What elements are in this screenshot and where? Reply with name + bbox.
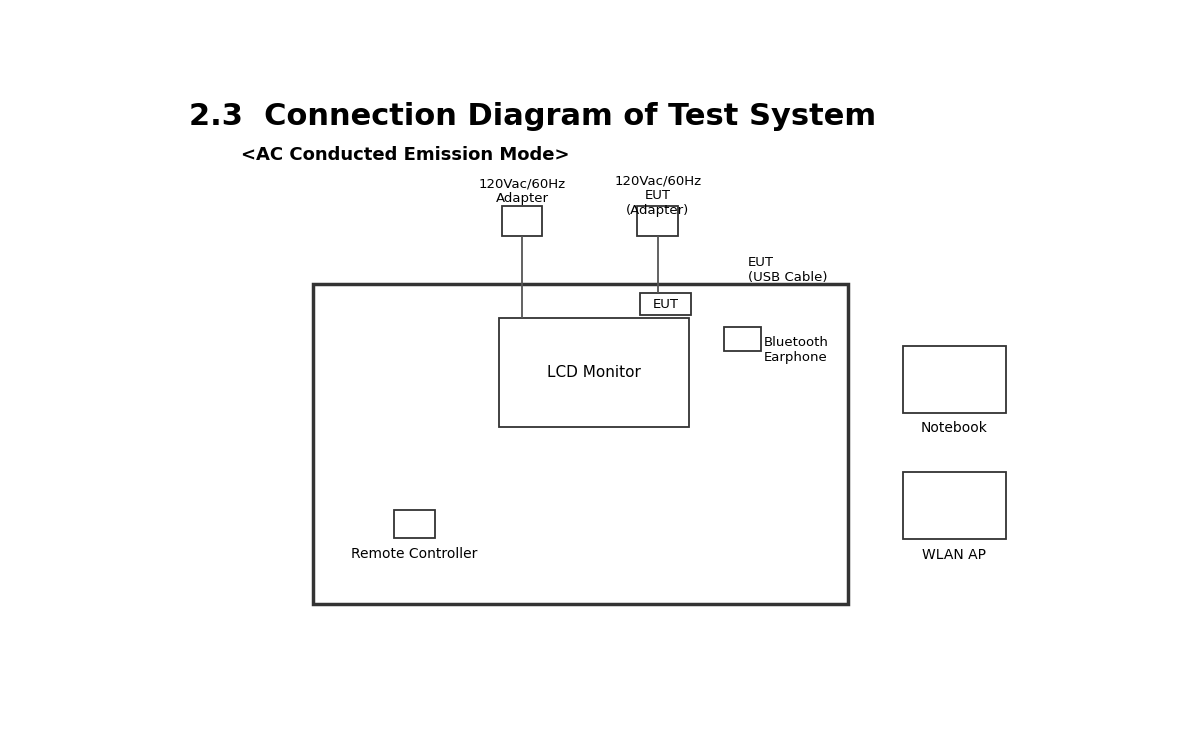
Text: WLAN AP: WLAN AP bbox=[923, 547, 986, 562]
Bar bbox=[904, 346, 1006, 413]
Bar bbox=[394, 510, 434, 538]
Bar bbox=[502, 206, 542, 236]
Bar bbox=[637, 206, 678, 236]
Bar bbox=[499, 318, 689, 427]
Text: LCD Monitor: LCD Monitor bbox=[547, 365, 641, 380]
Text: 120Vac/60Hz
Adapter: 120Vac/60Hz Adapter bbox=[479, 177, 565, 206]
Text: Notebook: Notebook bbox=[922, 421, 988, 435]
Text: 120Vac/60Hz
EUT
(Adapter): 120Vac/60Hz EUT (Adapter) bbox=[614, 174, 701, 217]
Bar bbox=[640, 294, 691, 315]
Text: Remote Controller: Remote Controller bbox=[350, 547, 478, 561]
Bar bbox=[904, 472, 1006, 539]
Bar bbox=[313, 284, 847, 604]
Text: Bluetooth
Earphone: Bluetooth Earphone bbox=[764, 335, 829, 364]
Text: EUT
(USB Cable): EUT (USB Cable) bbox=[748, 256, 828, 284]
Bar bbox=[724, 327, 761, 351]
Text: <AC Conducted Emission Mode>: <AC Conducted Emission Mode> bbox=[241, 147, 570, 165]
Text: 2.3  Connection Diagram of Test System: 2.3 Connection Diagram of Test System bbox=[190, 101, 876, 130]
Text: EUT: EUT bbox=[653, 297, 679, 311]
